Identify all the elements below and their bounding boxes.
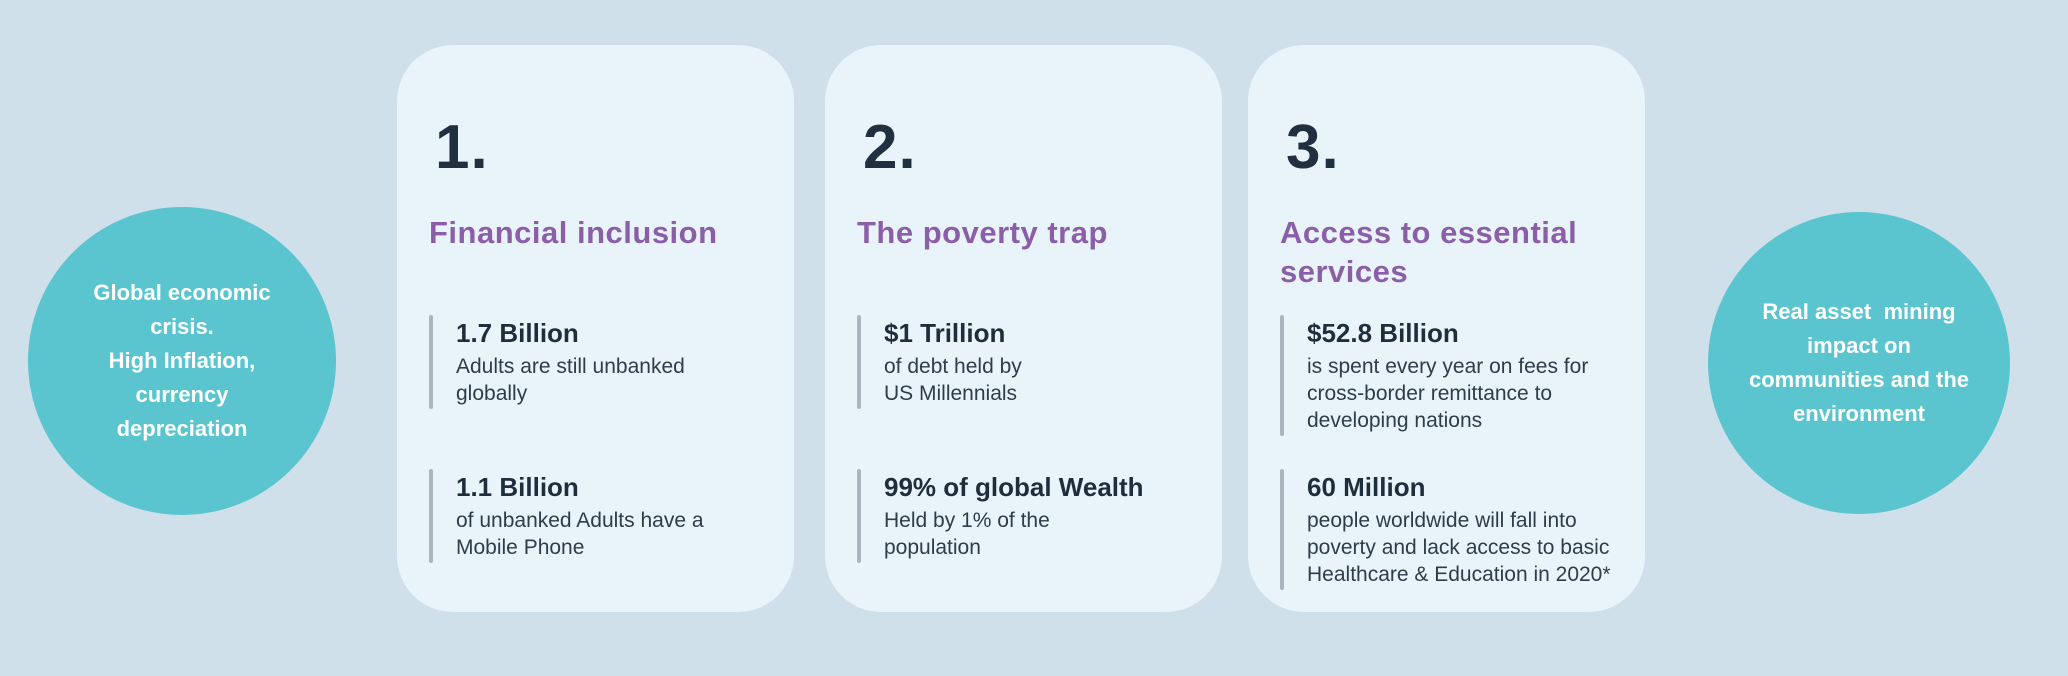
stat-value: 1.7 Billion — [456, 318, 579, 348]
card-number: 1. — [435, 113, 489, 182]
card-essential-services: 3. Access to essential services $52.8 Bi… — [1248, 45, 1645, 612]
stat-value: 99% of global Wealth — [884, 472, 1144, 502]
stat-description: of debt held by US Millennials — [884, 354, 1022, 405]
stat-description: Held by 1% of the population — [884, 508, 1050, 559]
right-circle-text: Real asset mining impact on communities … — [1748, 298, 1970, 427]
card-number: 2. — [863, 113, 917, 182]
stat-mobile-phone: 1.1 Billion of unbanked Adults have a Mo… — [429, 469, 766, 564]
stat-poverty-2020: 60 Million people worldwide will fall in… — [1280, 469, 1617, 591]
card-poverty-trap: 2. The poverty trap $1 Trillion of debt … — [825, 45, 1222, 612]
stat-description: people worldwide will fall into poverty … — [1307, 508, 1611, 587]
stat-value: $52.8 Billion — [1307, 318, 1459, 348]
stat-body: 60 Million people worldwide will fall in… — [1284, 469, 1611, 590]
stat-body: 1.7 Billion Adults are still unbanked gl… — [433, 315, 685, 409]
card-title: Financial inclusion — [429, 215, 718, 250]
stat-accent-bar — [1280, 469, 1284, 591]
stat-description: Adults are still unbanked globally — [456, 354, 685, 405]
stat-body: 99% of global Wealth Held by 1% of the p… — [861, 469, 1144, 563]
stat-accent-bar — [1280, 315, 1284, 437]
stat-accent-bar — [429, 469, 433, 564]
stat-value: $1 Trillion — [884, 318, 1006, 348]
stat-accent-bar — [857, 469, 861, 564]
stat-unbanked-adults: 1.7 Billion Adults are still unbanked gl… — [429, 315, 766, 410]
card-financial-inclusion: 1. Financial inclusion 1.7 Billion Adult… — [397, 45, 794, 612]
stat-body: 1.1 Billion of unbanked Adults have a Mo… — [433, 469, 704, 563]
stat-description: of unbanked Adults have a Mobile Phone — [456, 508, 704, 559]
stat-accent-bar — [429, 315, 433, 410]
stat-body: $1 Trillion of debt held by US Millennia… — [861, 315, 1022, 409]
card-title: The poverty trap — [857, 215, 1108, 250]
stat-global-wealth: 99% of global Wealth Held by 1% of the p… — [857, 469, 1194, 564]
stat-value: 1.1 Billion — [456, 472, 579, 502]
left-teal-circle: Global economic crisis. High Inflation, … — [28, 207, 336, 515]
card-number: 3. — [1286, 113, 1340, 182]
stat-millennial-debt: $1 Trillion of debt held by US Millennia… — [857, 315, 1194, 410]
stat-accent-bar — [857, 315, 861, 410]
card-title: Access to essential services — [1280, 215, 1578, 290]
stat-body: $52.8 Billion is spent every year on fee… — [1284, 315, 1588, 436]
stat-description: is spent every year on fees for cross-bo… — [1307, 354, 1589, 433]
stat-remittance-fees: $52.8 Billion is spent every year on fee… — [1280, 315, 1617, 437]
right-teal-circle: Real asset mining impact on communities … — [1708, 212, 2010, 514]
stat-value: 60 Million — [1307, 472, 1426, 502]
left-circle-text: Global economic crisis. High Inflation, … — [93, 279, 271, 442]
